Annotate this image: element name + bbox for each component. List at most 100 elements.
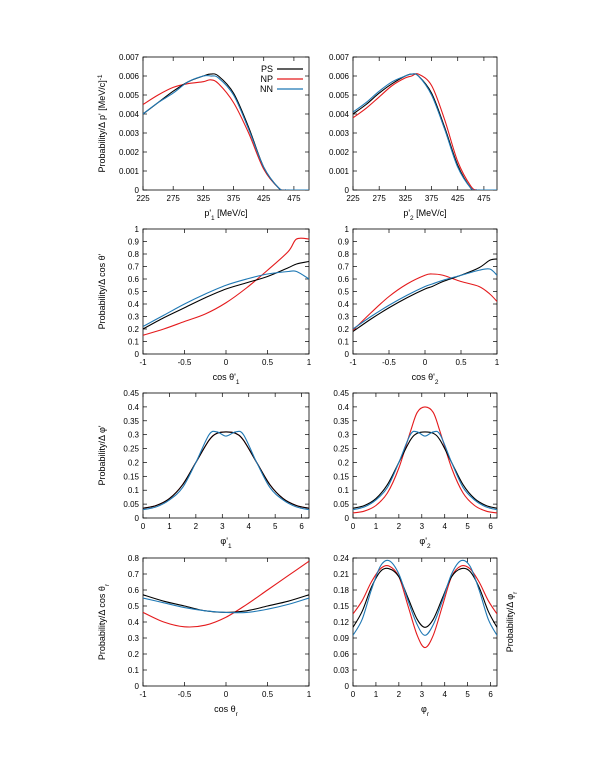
y-tick-label: 0.12 [333, 618, 349, 627]
x-tick-label: -1 [139, 358, 147, 367]
series-line-ps [353, 567, 497, 628]
y-tick-label: 0.05 [123, 500, 139, 509]
y-tick-label: 0.3 [128, 431, 140, 440]
plot-frame [142, 392, 310, 519]
series-line-ps [143, 431, 309, 509]
y-tick-label: 1 [135, 225, 140, 234]
y-axis-label: Probability/Δ φ' [97, 425, 107, 485]
y-tick-label: 0 [135, 186, 140, 195]
y-tick-label: 0.8 [338, 250, 350, 259]
x-axis-label: p'1 [MeV/c] [204, 208, 247, 222]
x-tick-label: 2 [194, 522, 199, 531]
y-tick-label: 0.45 [333, 389, 349, 398]
x-tick-label: -0.5 [382, 358, 396, 367]
y-tick-label: 0.3 [128, 313, 140, 322]
y-axis-label: Probability/Δ cos θ' [97, 253, 107, 329]
series-line-nn [143, 597, 309, 614]
y-tick-label: 0.21 [333, 570, 349, 579]
y-tick-label: 0.5 [338, 288, 350, 297]
x-tick-label: 1 [167, 522, 172, 531]
plot-frame [142, 56, 310, 191]
x-axis-label: φr [421, 704, 430, 718]
y-tick-label: 0.3 [338, 313, 350, 322]
y-tick-label: 0.15 [333, 472, 349, 481]
plot-frame [352, 56, 498, 191]
y-tick-label: 0.2 [128, 325, 140, 334]
x-axis-label: cos θ'1 [213, 372, 240, 386]
y-tick-label: 0.09 [333, 634, 349, 643]
y-tick-label: 0.45 [123, 389, 139, 398]
chart-panel-fr: 0 1 2 3 4 5 6 0 0.03 0.06 0.09 0.12 0.15 0.18 0.21 0.24… [333, 554, 518, 718]
x-tick-label: 1 [307, 358, 312, 367]
x-tick-label: 225 [346, 194, 360, 203]
y-tick-label: 0.4 [128, 300, 140, 309]
series-group [353, 406, 497, 514]
y-tick-label: 0.8 [128, 554, 140, 563]
series-group [143, 560, 309, 628]
y-tick-label: 0.24 [333, 554, 349, 563]
series-group [143, 430, 309, 511]
legend-label-np: NP [260, 74, 273, 84]
series-line-np [143, 431, 309, 509]
series-line-nn [143, 74, 309, 190]
y-tick-label: 0.002 [119, 148, 140, 157]
y-tick-label: 0.002 [329, 148, 350, 157]
y-tick-label: 0.5 [128, 288, 140, 297]
x-tick-label: 1 [307, 690, 312, 699]
y-axis-label: Probability/Δ cos θr [97, 583, 111, 660]
chart-panel-cr: -1 -0.5 0 0.5 1 0 0.1 0.2 0.3 0.4 0.5 0.6 0.7 0.8 cos … [97, 554, 312, 718]
x-tick-label: 1 [495, 358, 500, 367]
chart-panel-f2: 0 1 2 3 4 5 6 0 0.05 0.1 0.15 0.2 0.25 0.3 0.35 0.4 0.45… [333, 389, 498, 550]
series-line-np [353, 406, 497, 514]
chart-panel-p1: 225 275 325 375 425 475 0 0.001 0.002 0.003 0.004 0… [97, 53, 310, 222]
y-tick-label: 0.25 [123, 445, 139, 454]
y-tick-label: 0.06 [333, 650, 349, 659]
y-axis-label: Probability/Δ p' [MeV/c]-1 [97, 74, 108, 172]
x-axis-label: cos θ'2 [412, 372, 439, 386]
y-tick-label: 0.2 [338, 325, 350, 334]
y-tick-label: 0.1 [128, 338, 140, 347]
y-tick-label: 0.5 [128, 602, 140, 611]
series-group [143, 237, 309, 336]
y-tick-label: 0.3 [128, 634, 140, 643]
y-tick-label: 0.35 [123, 417, 139, 426]
y-tick-label: 0.9 [128, 238, 140, 247]
x-tick-label: 5 [465, 690, 470, 699]
figure-panels: 225 275 325 375 425 47500.0010.0020.0030.0040… [97, 53, 519, 718]
x-tick-label: 5 [273, 522, 278, 531]
x-tick-label: 325 [399, 194, 413, 203]
x-tick-label: 3 [220, 522, 225, 531]
series-line-ps [353, 73, 497, 190]
x-tick-label: 3 [420, 690, 425, 699]
chart-panel-c2: -1 -0.5 0 0.5 1 0 0.1 0.2 0.3 0.4 0.5 0.6 0.7 0.8 0.9 1… [338, 225, 500, 386]
y-tick-label: 0.18 [333, 586, 349, 595]
x-tick-label: 0 [423, 358, 428, 367]
y-tick-label: 0.15 [123, 472, 139, 481]
y-tick-label: 0.004 [329, 110, 350, 119]
y-tick-label: 0 [345, 350, 350, 359]
x-tick-label: -0.5 [178, 358, 192, 367]
series-line-np [353, 73, 497, 190]
chart-panel-f1: 0 1 2 3 4 5 6 0 0.05 0.1 0.15 0.2 0.25 0.3 0.35 0.4 0.45… [97, 389, 310, 550]
y-tick-label: 1 [345, 225, 350, 234]
x-tick-label: 475 [287, 194, 301, 203]
x-tick-label: 325 [197, 194, 211, 203]
x-tick-label: 4 [442, 522, 447, 531]
y-tick-label: 0.2 [338, 458, 350, 467]
x-tick-label: -0.5 [178, 690, 192, 699]
x-tick-label: 6 [299, 522, 304, 531]
x-tick-label: -1 [139, 690, 147, 699]
series-group [353, 73, 497, 190]
y-tick-label: 0.8 [128, 250, 140, 259]
y-tick-label: 0.1 [338, 338, 350, 347]
x-tick-label: 225 [136, 194, 150, 203]
legend-label-ps: PS [261, 64, 273, 74]
x-tick-label: 0.5 [455, 358, 467, 367]
x-tick-label: 0 [351, 690, 356, 699]
series-line-np [143, 237, 309, 336]
series-line-np [143, 560, 309, 628]
y-tick-label: 0.6 [338, 275, 350, 284]
x-tick-label: 425 [257, 194, 271, 203]
